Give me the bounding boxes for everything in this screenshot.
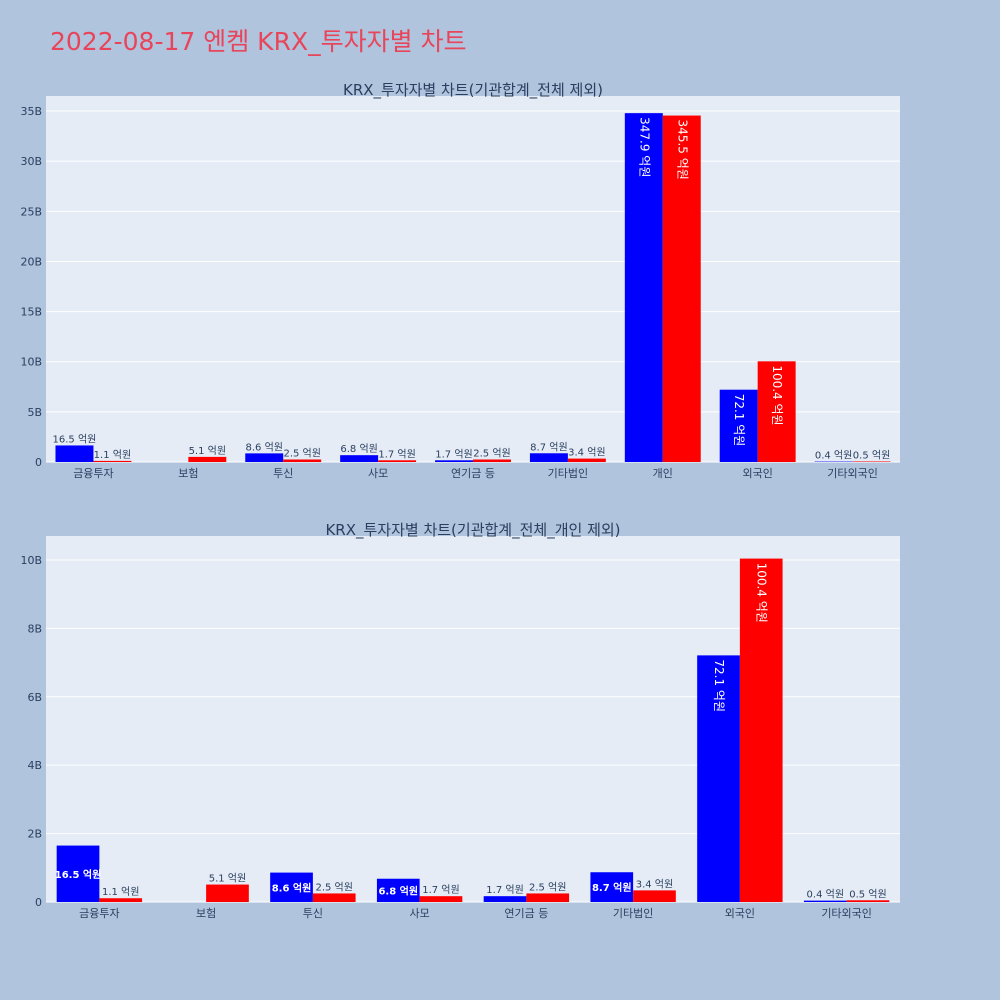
chart-bottom-title: KRX_투자자별 차트(기관합계_전체_개인 제외) [325, 521, 620, 540]
chart-bottom-bar-blue [483, 896, 527, 902]
chart-bottom-bar-blue [697, 655, 740, 902]
chart-bottom-xtick-label: 사모 [410, 907, 430, 920]
chart-bottom-data-label: 8.7 억원 [592, 881, 632, 894]
chart-bottom-bar-red [526, 893, 570, 902]
chart-bottom-data-label: 0.5 억원 [849, 888, 886, 900]
chart-top-xtick-label: 투신 [273, 467, 293, 480]
chart-top-xtick-label: 기타법인 [548, 467, 588, 480]
chart-top-bar-red [757, 361, 796, 462]
chart-top-data-label: 1.1 억원 [94, 449, 131, 461]
chart-top-bar-red [662, 115, 701, 463]
chart-bottom-bar-red [312, 893, 356, 902]
chart-top-bar-blue [624, 113, 663, 462]
chart-top-bar-blue [55, 445, 94, 462]
chart-top-xtick-label: 연기금 등 [451, 467, 495, 480]
chart-bottom-data-label: 1.7 억원 [486, 884, 523, 896]
chart-bottom-bar-red [206, 884, 249, 902]
chart-top-xtick-label: 보험 [178, 467, 198, 480]
chart-top-data-label: 5.1 억원 [189, 445, 226, 457]
chart-top-ytick-label: 0 [35, 456, 42, 469]
chart-top-ytick-label: 15B [20, 306, 42, 319]
chart-top-bar-red [567, 458, 606, 462]
chart-top-data-label: 1.7 억원 [435, 448, 472, 460]
chart-top-xtick-label: 기타외국인 [827, 467, 878, 480]
chart-bottom-bar-blue [803, 900, 847, 902]
chart-top-ytick-label: 10B [20, 356, 42, 369]
chart-top-data-label: 345.5 억원 [675, 120, 689, 180]
chart-top-xtick-label: 금융투자 [73, 467, 113, 480]
chart-bottom-xtick-label: 연기금 등 [504, 907, 548, 920]
chart-bottom-bar-red [633, 890, 676, 902]
chart-bottom-data-label: 2.5 억원 [315, 881, 352, 893]
chart-top-bar-red [473, 459, 511, 462]
chart-top-ytick-label: 20B [20, 255, 42, 268]
chart-top-data-label: 2.5 억원 [283, 447, 320, 459]
chart-bottom-ytick-label: 2B [27, 828, 42, 841]
chart-bottom-bar-red [99, 898, 143, 902]
chart-bottom-bar-blue [56, 845, 100, 902]
chart-bottom-data-label: 1.1 억원 [102, 886, 139, 898]
chart-bottom-bar-red [846, 900, 890, 902]
chart-bottom-ytick-label: 6B [27, 691, 42, 704]
chart-bottom-data-label: 6.8 억원 [378, 884, 418, 897]
chart-top-ytick-label: 25B [20, 205, 42, 218]
chart-top-title: KRX_투자자별 차트(기관합계_전체 제외) [343, 81, 603, 100]
chart-top-data-label: 8.6 억원 [246, 441, 283, 453]
chart-bottom-data-label: 3.4 억원 [636, 878, 673, 890]
chart-top-bar-blue [435, 460, 473, 462]
chart-top-data-label: 6.8 억원 [340, 443, 377, 455]
page-title: 2022-08-17 엔켐 KRX_투자자별 차트 [50, 27, 467, 56]
chart-bottom-bar-red [739, 558, 783, 902]
chart-bottom-xtick-label: 기타법인 [613, 907, 653, 920]
chart-top-data-label: 0.5 억원 [853, 449, 890, 461]
chart-top: 0 5B 10B 15B 20B 25B 30B 35B 금융투자 16.5 억원 1.1 억원보험… [20, 81, 900, 480]
chart-top-xtick-label: 사모 [368, 467, 388, 480]
chart-bottom-data-label: 72.1 억원 [712, 659, 726, 712]
chart-top-data-label: 16.5 억원 [53, 433, 97, 445]
chart-top-data-label: 72.1 억원 [732, 394, 746, 447]
chart-top-bar-red [283, 459, 322, 462]
chart-top-bar-red [188, 456, 227, 462]
chart-top-bar-blue [245, 453, 284, 462]
chart-top-data-label: 100.4 억원 [770, 365, 784, 425]
chart-bottom-data-label: 0.4 억원 [807, 889, 844, 901]
chart-top-data-label: 3.4 억원 [568, 447, 605, 459]
chart-top-data-label: 2.5 억원 [473, 447, 510, 459]
chart-bottom-ytick-label: 0 [35, 896, 42, 909]
chart-top-ytick-label: 35B [20, 105, 42, 118]
chart-bottom-bar-blue [270, 872, 313, 902]
chart-bottom-data-label: 100.4 억원 [755, 563, 769, 623]
chart-bottom-bar-blue [590, 872, 634, 902]
chart-bottom-data-label: 16.5 억원 [55, 868, 102, 881]
chart-bottom-xtick-label: 기타외국인 [821, 907, 872, 920]
chart-top-data-label: 347.9 억원 [637, 117, 651, 177]
chart-bottom-bar-red [419, 896, 463, 902]
chart-bottom-data-label: 8.6 억원 [272, 881, 312, 894]
chart-top-data-label: 8.7 억원 [530, 441, 567, 453]
chart-top-data-label: 0.4 억원 [815, 450, 852, 462]
chart-top-bar-blue [529, 453, 568, 462]
chart-top-bar-red [852, 461, 891, 462]
chart-bottom-data-label: 1.7 억원 [422, 884, 459, 896]
chart-top-data-label: 1.7 억원 [378, 448, 415, 460]
chart-bottom-ytick-label: 10B [20, 554, 42, 567]
chart-bottom-xtick-label: 보험 [196, 907, 216, 920]
chart-bottom-ytick-label: 8B [27, 622, 42, 635]
chart-bottom-xtick-label: 투신 [303, 907, 323, 920]
chart-bottom-xtick-label: 외국인 [725, 907, 755, 920]
chart-bottom-data-label: 5.1 억원 [209, 873, 246, 885]
chart-top-bar-blue [340, 455, 379, 462]
chart-top-ytick-label: 5B [27, 406, 42, 419]
chart-top-ytick-label: 30B [20, 155, 42, 168]
chart-top-bar-blue [719, 389, 758, 462]
chart-top-bar-red [93, 460, 132, 462]
chart-bottom-bar-blue [376, 878, 420, 902]
chart-top-xtick-label: 외국인 [742, 467, 772, 480]
chart-top-bar-red [378, 460, 417, 462]
chart-bottom-xtick-label: 금융투자 [79, 907, 119, 920]
chart-top-xtick-label: 개인 [653, 467, 673, 480]
chart-bottom-data-label: 2.5 억원 [529, 881, 566, 893]
chart-bottom-ytick-label: 4B [27, 759, 42, 772]
